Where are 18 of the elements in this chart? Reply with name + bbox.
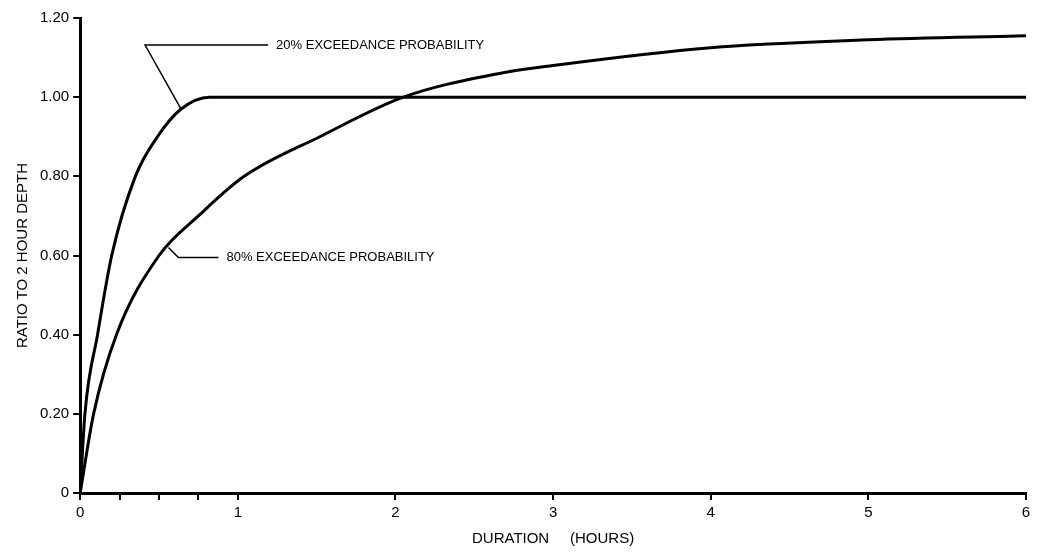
x-tick-label: 2 <box>391 503 400 521</box>
annotation: 80% EXCEEDANCE PROBABILITY <box>226 249 435 265</box>
x-tick-label: 5 <box>864 503 873 521</box>
y-tick-label: 1.20 <box>39 8 70 26</box>
x-tick-label: 1 <box>233 503 242 521</box>
x-tick-label: 0 <box>76 503 85 521</box>
y-tick-label: 0.80 <box>39 166 70 184</box>
y-tick-label: 0.60 <box>39 245 70 263</box>
y-tick-label: 0 <box>60 483 70 501</box>
annotation: 20% EXCEEDANCE PROBABILITY <box>276 36 485 52</box>
x-tick-label: 6 <box>1021 503 1031 521</box>
x-tick-label: 3 <box>548 503 558 521</box>
y-axis-title: RATIO TO 2 HOUR DEPTH <box>13 162 31 349</box>
x-axis-title: DURATION (HOURS) <box>471 529 635 547</box>
y-tick-label: 0.40 <box>39 324 70 342</box>
x-tick-label: 4 <box>706 503 715 521</box>
y-tick-label: 0.20 <box>39 403 70 421</box>
y-tick-label: 1.00 <box>39 87 70 105</box>
